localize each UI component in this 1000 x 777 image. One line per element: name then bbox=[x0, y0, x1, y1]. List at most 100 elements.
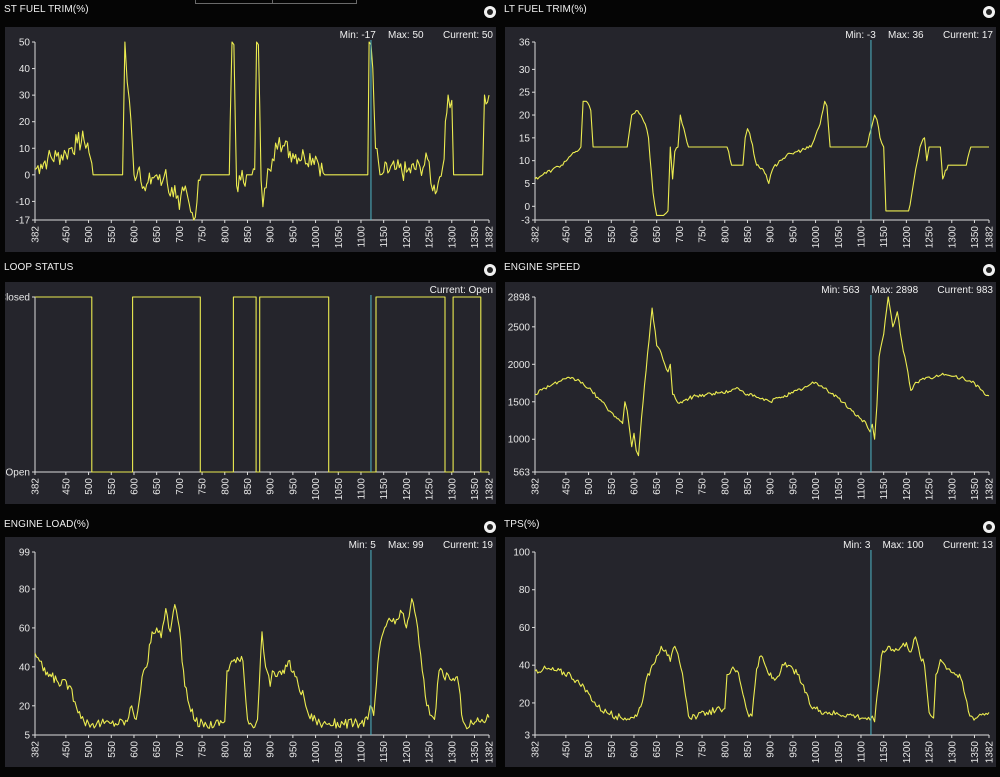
stat-max: Max: 2898 bbox=[871, 285, 918, 296]
stat-current: Current: Open bbox=[430, 285, 493, 296]
chart-title: ENGINE SPEED bbox=[504, 262, 581, 273]
y-tick-label: 30 bbox=[519, 65, 531, 76]
y-tick-label: 25 bbox=[519, 88, 531, 99]
series-line-lt bbox=[534, 100, 989, 216]
chart-title: LOOP STATUS bbox=[4, 262, 74, 273]
y-tick-label: -17 bbox=[16, 216, 31, 227]
x-tick-label: 1350 bbox=[470, 226, 481, 249]
y-tick-label: 20 bbox=[519, 698, 531, 709]
x-tick-label: 1382 bbox=[485, 478, 496, 501]
x-tick-label: 1050 bbox=[834, 226, 845, 249]
plot-background bbox=[505, 282, 996, 504]
x-tick-label: 1100 bbox=[856, 226, 867, 248]
x-tick-label: 1382 bbox=[485, 741, 496, 764]
x-tick-label: 1250 bbox=[425, 741, 436, 764]
y-tick-label: 0 bbox=[524, 202, 530, 213]
x-tick-label: 950 bbox=[788, 741, 799, 758]
x-tick-label: 650 bbox=[152, 226, 163, 243]
stat-current: Current: 983 bbox=[937, 285, 993, 296]
x-tick-label: 1300 bbox=[447, 741, 458, 764]
x-tick-label: 450 bbox=[61, 226, 72, 243]
stat-min: Min: 563 bbox=[821, 285, 860, 296]
x-tick-label: 950 bbox=[788, 226, 799, 243]
y-tick-label: 2000 bbox=[508, 360, 531, 371]
x-tick-label: 850 bbox=[743, 478, 754, 495]
plot-background bbox=[5, 27, 496, 252]
y-tick-label: 563 bbox=[513, 468, 530, 479]
x-tick-label: 900 bbox=[766, 478, 777, 495]
x-tick-label: 750 bbox=[198, 741, 209, 758]
x-tick-label: 1250 bbox=[425, 478, 436, 501]
series-line-rpm bbox=[534, 296, 990, 457]
x-tick-label: 1050 bbox=[834, 741, 845, 764]
x-tick-label: 1050 bbox=[334, 226, 345, 249]
x-tick-label: 800 bbox=[720, 478, 731, 495]
close-panel-icon[interactable] bbox=[484, 521, 496, 533]
x-tick-label: 550 bbox=[607, 478, 618, 495]
x-tick-label: 550 bbox=[107, 478, 118, 495]
close-panel-icon[interactable] bbox=[983, 521, 995, 533]
x-tick-label: 650 bbox=[152, 741, 163, 758]
x-tick-label: 1250 bbox=[925, 741, 936, 764]
y-tick-label: 40 bbox=[19, 64, 31, 75]
x-tick-label: 800 bbox=[220, 741, 231, 758]
x-tick-label: 600 bbox=[129, 226, 140, 243]
x-tick-label: 1200 bbox=[402, 226, 413, 249]
y-tick-label: 40 bbox=[19, 662, 31, 673]
x-tick-label: 800 bbox=[220, 478, 231, 495]
close-panel-icon[interactable] bbox=[484, 6, 496, 18]
x-tick-label: 600 bbox=[629, 741, 640, 758]
stat-max: Max: 36 bbox=[888, 30, 924, 41]
y-tick-label: 1500 bbox=[508, 397, 531, 408]
x-tick-label: 1150 bbox=[879, 741, 890, 763]
x-tick-label: 950 bbox=[288, 226, 299, 243]
x-tick-label: 500 bbox=[84, 478, 95, 495]
chart-rpm: Current: 983 Max: 2898 Min: 563 2898 2500 200… bbox=[505, 282, 996, 504]
x-tick-label: 1350 bbox=[970, 478, 981, 501]
y-tick-label: 5 bbox=[24, 731, 30, 742]
x-tick-label: 1200 bbox=[902, 478, 913, 501]
x-tick-label: 600 bbox=[629, 478, 640, 495]
series-line-loop bbox=[35, 296, 489, 473]
stat-current: Current: 17 bbox=[943, 30, 993, 41]
x-tick-label: 450 bbox=[561, 478, 572, 495]
x-tick-label: 700 bbox=[175, 226, 186, 243]
x-tick-label: 850 bbox=[243, 226, 254, 243]
y-tick-label: 30 bbox=[19, 91, 31, 102]
top-tab-strip[interactable] bbox=[195, 0, 357, 4]
x-tick-label: 1000 bbox=[311, 226, 322, 249]
close-panel-icon[interactable] bbox=[484, 264, 496, 276]
x-tick-label: 750 bbox=[698, 478, 709, 495]
x-tick-label: 600 bbox=[129, 741, 140, 758]
x-tick-label: 450 bbox=[561, 226, 572, 243]
x-tick-label: 450 bbox=[561, 741, 572, 758]
panel-rpm: ENGINE SPEED Current: 983 Max: 2898 Min: 56… bbox=[500, 258, 1000, 515]
y-tick-label: 15 bbox=[519, 133, 531, 144]
x-tick-label: 1350 bbox=[470, 478, 481, 501]
x-tick-label: 450 bbox=[61, 741, 72, 758]
close-panel-icon[interactable] bbox=[983, 264, 995, 276]
x-tick-label: 1250 bbox=[425, 226, 436, 249]
x-tick-label: 750 bbox=[698, 226, 709, 243]
plot-background bbox=[505, 537, 996, 767]
x-tick-label: 500 bbox=[584, 478, 595, 495]
stat-min: Min: 3 bbox=[843, 540, 871, 551]
x-tick-label: 550 bbox=[607, 226, 618, 243]
y-tick-label: 60 bbox=[19, 623, 31, 634]
x-tick-label: 1100 bbox=[856, 741, 867, 763]
x-tick-label: 600 bbox=[629, 226, 640, 243]
stat-max: Max: 50 bbox=[388, 30, 424, 41]
stat-max: Max: 99 bbox=[388, 540, 424, 551]
panel-st: ST FUEL TRIM(%) Current: 50 Max: 50 Min: -1… bbox=[0, 0, 500, 258]
x-tick-label: 900 bbox=[766, 741, 777, 758]
x-tick-label: 1382 bbox=[985, 741, 996, 764]
x-tick-label: 650 bbox=[652, 226, 663, 243]
x-tick-label: 850 bbox=[243, 478, 254, 495]
close-panel-icon[interactable] bbox=[983, 6, 995, 18]
x-tick-label: 500 bbox=[84, 226, 95, 243]
chart-title: ST FUEL TRIM(%) bbox=[4, 4, 89, 15]
x-tick-label: 850 bbox=[743, 741, 754, 758]
y-tick-label: 1000 bbox=[508, 435, 531, 446]
x-tick-label: 700 bbox=[175, 741, 186, 758]
